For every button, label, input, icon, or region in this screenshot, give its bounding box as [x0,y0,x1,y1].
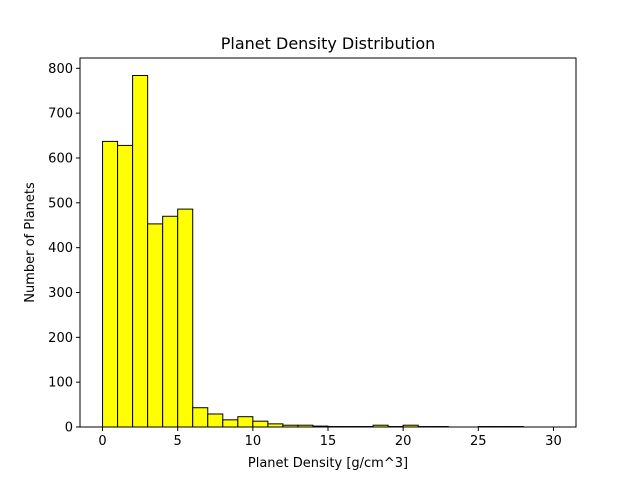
x-tick-label: 10 [245,434,262,449]
x-tick-label: 5 [174,434,182,449]
histogram-bar [117,144,134,428]
histogram-bar [147,223,164,428]
y-tick-label: 0 [65,421,73,436]
plot-frame [79,57,577,428]
chart-title: Planet Density Distribution [221,34,436,53]
x-axis-ticks: 0 5 10 15 20 25 30 [98,427,562,449]
x-tick-label: 20 [395,434,412,449]
histogram-bar [252,420,269,428]
x-tick-label: 0 [98,434,106,449]
y-tick-label: 600 [48,151,73,166]
y-tick-label: 100 [48,376,73,391]
x-axis-label: Planet Density [g/cm^3] [248,456,408,471]
histogram-bar [162,215,179,428]
histogram-bar [237,416,254,428]
histogram-bar [222,419,239,428]
y-tick-label: 400 [48,241,73,256]
y-axis-ticks: 0 100 200 300 400 500 600 700 800 [48,62,80,436]
histogram-bar [132,74,149,428]
y-tick-label: 500 [48,196,73,211]
histogram-bar [192,407,209,428]
x-tick-label: 15 [320,434,337,449]
x-tick-label: 25 [470,434,487,449]
y-tick-label: 300 [48,286,73,301]
x-tick-label: 30 [545,434,562,449]
histogram-bar [207,413,224,428]
bars-group [102,74,524,428]
histogram-bar [177,208,194,428]
y-tick-label: 700 [48,107,73,122]
y-tick-label: 200 [48,331,73,346]
y-tick-label: 800 [48,62,73,77]
y-axis-label: Number of Planets [23,182,38,303]
histogram-bar [102,140,119,428]
